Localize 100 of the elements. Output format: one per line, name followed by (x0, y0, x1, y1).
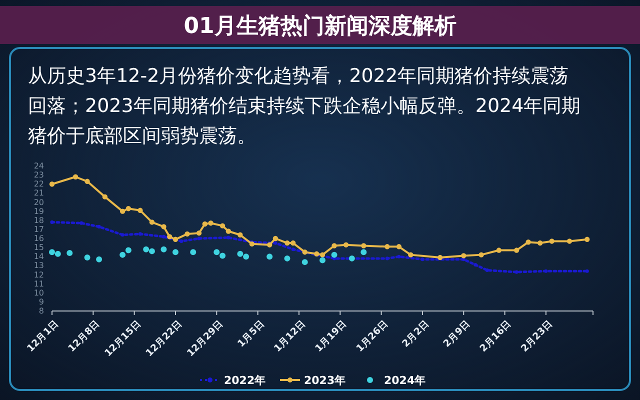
point (162, 234, 166, 238)
point (384, 244, 390, 250)
point (172, 249, 178, 256)
point (190, 249, 196, 256)
point (96, 256, 102, 262)
point (120, 252, 126, 258)
point (148, 248, 155, 254)
y-tick-label: 9 (38, 297, 44, 306)
x-tick-label: 1月5日 (236, 318, 267, 350)
point (49, 182, 55, 187)
point (226, 236, 230, 240)
point (385, 256, 389, 260)
point (143, 246, 150, 252)
x-tick-label: 1月26日 (354, 318, 390, 354)
legend-label: 2023年 (304, 374, 346, 387)
point (462, 258, 466, 262)
point (196, 230, 202, 236)
y-tick-label: 8 (38, 306, 44, 316)
point (360, 249, 367, 256)
point (54, 250, 61, 257)
point (214, 249, 220, 256)
point (526, 240, 531, 245)
y-tick-label: 13 (34, 261, 44, 270)
point (361, 243, 366, 248)
point (585, 269, 589, 273)
y-tick-label: 14 (34, 252, 44, 262)
point (197, 236, 201, 240)
point (266, 242, 272, 248)
point (126, 206, 132, 212)
point (226, 228, 232, 234)
x-tick-label: 2月16日 (478, 318, 514, 354)
point (160, 246, 167, 252)
chart-title: 01月生猪热门新闻深度解析 (184, 13, 456, 39)
point (266, 254, 273, 260)
x-tick-label: 12月29日 (185, 318, 226, 359)
point (220, 223, 226, 228)
point (202, 221, 208, 227)
point (514, 248, 520, 253)
y-tick-label: 12 (34, 270, 44, 280)
y-tick-label: 16 (34, 234, 44, 244)
point (249, 241, 255, 247)
point (180, 239, 184, 244)
point (161, 224, 166, 230)
point (584, 236, 590, 242)
point (50, 220, 54, 224)
point (474, 262, 478, 267)
point (84, 254, 90, 261)
point (66, 250, 73, 256)
x-tick-label: 12月8日 (66, 318, 102, 354)
point (290, 240, 296, 246)
point (84, 178, 90, 184)
point (274, 241, 278, 245)
point (420, 258, 424, 262)
point (272, 236, 278, 242)
y-tick-label: 19 (34, 206, 44, 216)
x-tick-label: 12月1日 (25, 318, 62, 354)
y-tick-label: 18 (34, 216, 44, 225)
point (220, 252, 226, 259)
chart-subtitle: 从历史3年12-2月份猪价变化趋势看，2022年同期猪价持续震荡回落；2023年同期猪价结束持续下跌企稳小幅反弹。2024年同期猪价于底部区间弱势震荡。 (28, 65, 581, 147)
point (149, 220, 155, 225)
point (478, 252, 484, 258)
point (332, 243, 337, 248)
point (120, 208, 126, 214)
y-tick-label: 23 (34, 170, 44, 180)
point (102, 194, 108, 200)
x-tick-label: 1月19日 (313, 318, 350, 354)
point (243, 254, 250, 260)
point (184, 231, 190, 237)
point (97, 224, 101, 229)
x-tick-label: 1月12日 (272, 318, 308, 354)
y-tick-label: 15 (34, 243, 44, 252)
point (125, 247, 132, 254)
x-tick-label: 2月9日 (442, 318, 473, 350)
point (549, 238, 554, 244)
y-tick-label: 17 (34, 224, 44, 234)
point (544, 269, 548, 273)
point (461, 253, 466, 258)
point (396, 244, 402, 250)
point (284, 255, 290, 262)
point (302, 259, 308, 266)
legend-label: 2024年 (384, 374, 426, 387)
point (172, 236, 178, 242)
y-tick-label: 10 (34, 288, 44, 298)
y-tick-label: 20 (34, 198, 44, 207)
x-tick-label: 12月15日 (102, 318, 144, 359)
point (566, 238, 572, 244)
x-tick-label: 2月2日 (400, 318, 432, 350)
point (343, 242, 349, 248)
point (320, 257, 326, 264)
point (348, 255, 355, 262)
point (302, 249, 308, 255)
point (284, 240, 290, 246)
point (72, 174, 78, 180)
point (537, 240, 543, 246)
point (485, 268, 489, 272)
x-tick-label: 12月22日 (144, 318, 185, 359)
point (138, 232, 142, 236)
y-tick-label: 21 (34, 188, 44, 198)
legend-label: 2022年 (224, 374, 266, 387)
point (438, 254, 443, 260)
